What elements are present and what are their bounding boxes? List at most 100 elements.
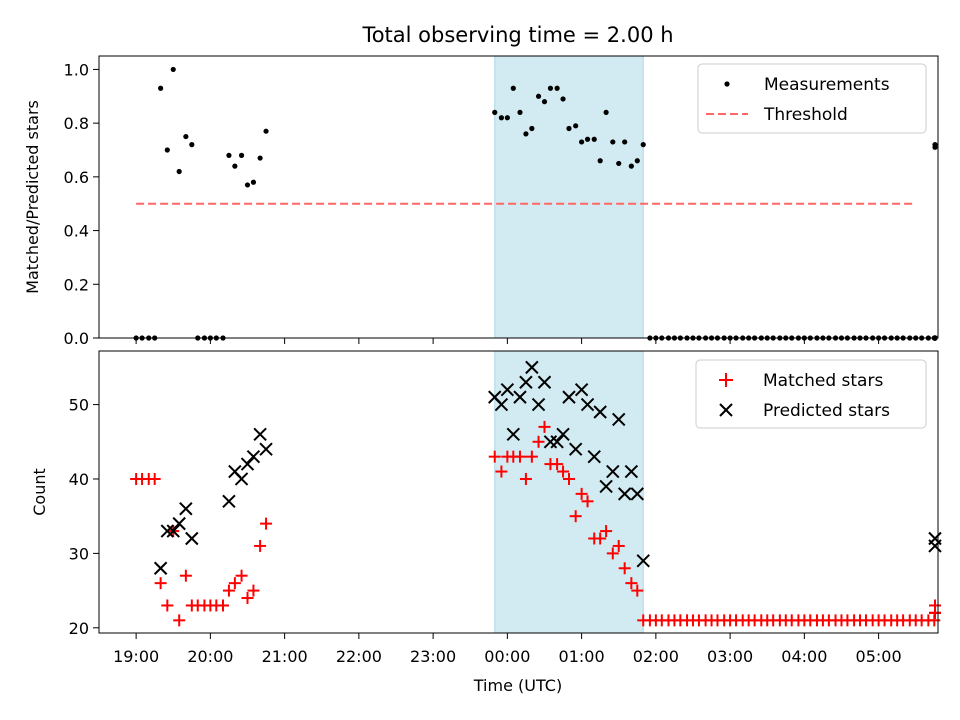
y-tick-label: 0.0 — [64, 329, 89, 348]
predicted-star-point — [531, 397, 546, 412]
x-tick-label: 05:00 — [856, 647, 902, 666]
measurement-point — [176, 168, 182, 175]
x-tick-label: 03:00 — [707, 647, 753, 666]
counts-panel: 20 30 40 50 19:00 20:00 21:00 22:00 23:00 00:00 0… — [30, 350, 942, 695]
matched-star-point — [581, 495, 594, 508]
predicted-star-point — [617, 487, 632, 501]
measurement-point — [640, 142, 646, 148]
measurement-point — [560, 96, 566, 102]
predicted-star-point — [525, 360, 539, 375]
measurement-point — [932, 144, 938, 150]
measurement-point — [232, 163, 238, 169]
measurement-point — [492, 109, 498, 115]
measurement-point — [529, 125, 535, 132]
measurement-point — [566, 125, 572, 132]
measurement-point — [616, 160, 622, 167]
ratio-legend: Measurements Threshold — [697, 63, 927, 134]
y-tick-label: 0.4 — [64, 222, 89, 241]
matched-star-point — [532, 435, 545, 448]
measurement-point — [189, 142, 195, 148]
x-tick-label: 22:00 — [336, 647, 382, 666]
matched-star-point — [222, 584, 235, 597]
matched-star-point — [519, 472, 532, 485]
measurement-point — [257, 155, 263, 161]
predicted-star-point — [556, 427, 570, 442]
measurement-point — [263, 128, 269, 134]
matched-star-point — [618, 562, 631, 575]
matched-star-point — [600, 525, 613, 538]
matched-star-point — [569, 510, 582, 523]
y-tick-label: 0.8 — [64, 114, 89, 133]
measurement-point — [628, 163, 634, 169]
matched-star-point — [148, 472, 161, 485]
matched-star-point — [247, 584, 260, 597]
measurement-point — [634, 158, 640, 164]
x-tick-label: 23:00 — [410, 647, 456, 666]
predicted-star-point — [179, 502, 193, 516]
measurement-point — [535, 93, 542, 99]
predicted-star-point — [562, 390, 576, 404]
matched-star-point — [929, 606, 941, 619]
threshold-legend-label: Threshold — [763, 105, 848, 125]
measurement-point — [579, 139, 585, 145]
predicted-star-point — [636, 554, 650, 568]
predicted-star-point — [630, 487, 645, 501]
ratio-legend-box — [697, 63, 927, 134]
matched-star-point — [241, 592, 254, 605]
measurement-point — [610, 139, 616, 145]
measurement-point — [498, 115, 505, 121]
matched-star-point — [488, 450, 501, 463]
matched-star-point — [551, 458, 564, 471]
predicted-star-point — [240, 457, 255, 471]
ratio-y-ticks: 0.0 0.2 0.4 0.6 0.8 1.0 — [64, 60, 99, 348]
matched-star-point — [254, 539, 267, 552]
predicted-legend-marker — [719, 403, 733, 417]
predicted-points — [153, 360, 942, 575]
y-tick-label: 40 — [69, 470, 89, 489]
matched-star-point — [625, 577, 638, 590]
predicted-star-point — [928, 539, 942, 553]
matched-star-point — [260, 517, 273, 530]
shaded-region-top — [494, 55, 644, 339]
matched-star-point — [631, 584, 644, 597]
matched-legend-label: Matched stars — [763, 371, 883, 391]
measurement-point — [510, 85, 516, 91]
x-tick-label: 21:00 — [262, 647, 308, 666]
matched-star-point — [154, 577, 167, 590]
measurements-legend-label: Measurements — [764, 75, 890, 95]
x-tick-label: 01:00 — [559, 647, 605, 666]
ratio-axes-frame — [98, 55, 939, 339]
counts-legend: Matched stars Predicted stars — [695, 359, 927, 429]
counts-axes-frame — [98, 350, 939, 634]
measurement-point — [573, 123, 579, 129]
matched-star-point — [513, 450, 526, 463]
counts-y-label: Count — [30, 468, 49, 516]
matched-star-point — [557, 465, 570, 478]
predicted-star-point — [172, 516, 186, 531]
measurement-point — [244, 182, 251, 188]
predicted-star-point — [580, 397, 595, 412]
measurements-legend-marker — [724, 81, 730, 87]
predicted-star-point — [593, 405, 607, 419]
predicted-star-point — [599, 479, 613, 494]
x-tick-label: 00:00 — [484, 647, 530, 666]
measurement-point — [554, 85, 560, 91]
y-tick-label: 50 — [69, 396, 89, 415]
counts-x-ticks: 19:00 20:00 21:00 22:00 23:00 00:00 01:00 02:00… — [113, 633, 902, 666]
matched-star-point — [612, 539, 625, 552]
matched-points — [130, 420, 941, 627]
predicted-star-point — [519, 375, 533, 389]
matched-star-point — [228, 577, 241, 590]
matched-star-point — [161, 599, 174, 612]
predicted-star-point — [612, 412, 626, 427]
measurement-point — [170, 66, 176, 73]
y-tick-label: 0.2 — [64, 275, 89, 294]
counts-y-ticks: 20 30 40 50 — [69, 396, 99, 638]
x-tick-label: 04:00 — [781, 647, 827, 666]
matched-star-point — [216, 599, 229, 612]
measurement-point — [504, 115, 510, 121]
predicted-star-point — [537, 375, 552, 389]
predicted-star-point — [253, 427, 267, 442]
measurement-point — [541, 99, 548, 105]
measurement-point — [622, 139, 628, 145]
